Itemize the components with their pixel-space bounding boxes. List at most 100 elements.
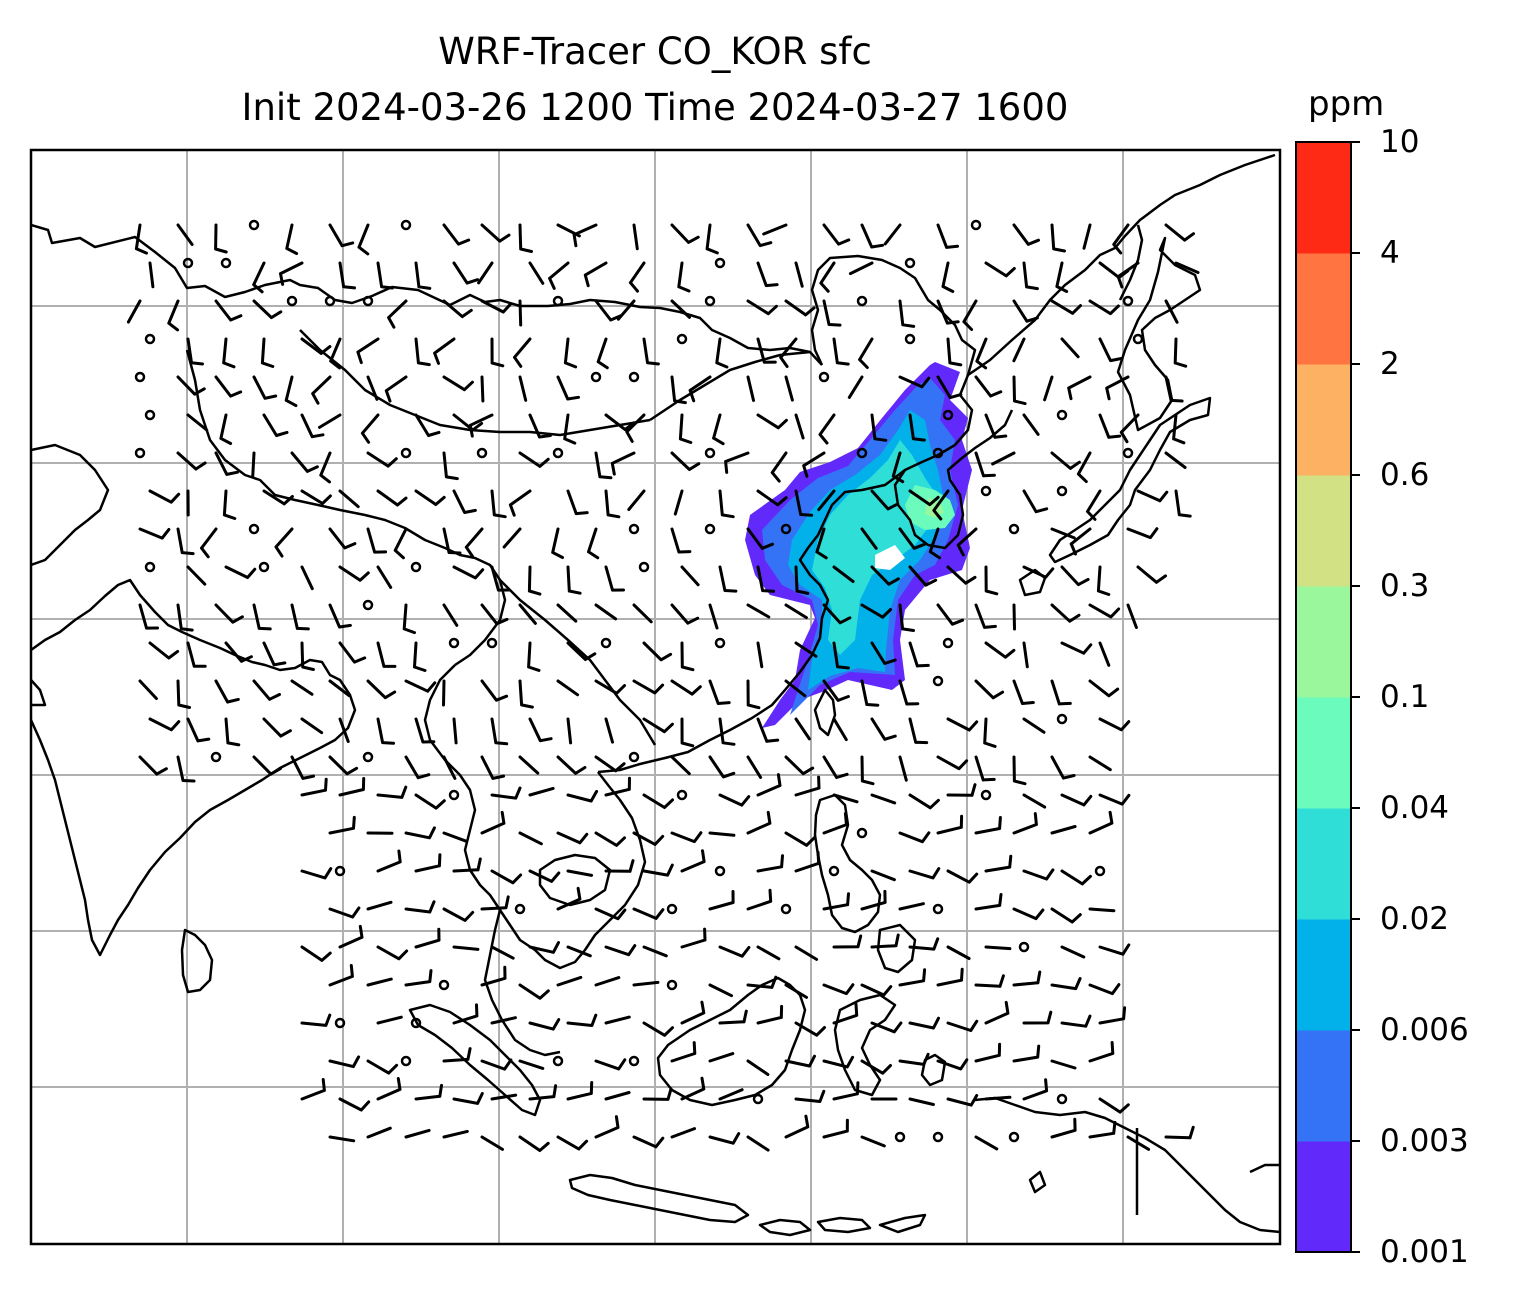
wind-barb — [625, 413, 646, 443]
wind-barb — [366, 375, 379, 401]
wind-barb — [285, 223, 299, 255]
wind-barb — [518, 451, 550, 468]
wind-barb — [252, 603, 272, 631]
wind-barb — [442, 603, 459, 627]
wind-barb — [148, 261, 155, 289]
wind-barb — [756, 641, 764, 669]
wind-barb — [594, 451, 613, 480]
wind-barb — [974, 451, 996, 478]
wind-barb — [328, 906, 361, 919]
wind-barb — [338, 1097, 371, 1112]
wind-barb — [822, 1055, 855, 1069]
calm-wind-marker — [714, 257, 726, 269]
calm-wind-marker — [894, 1131, 906, 1143]
wind-barb — [1164, 299, 1179, 324]
wind-barb — [366, 451, 398, 468]
colorbar-unit-label: ppm — [1308, 84, 1385, 124]
calm-wind-marker — [248, 523, 260, 535]
wind-barb — [452, 945, 480, 951]
wind-barb — [262, 489, 294, 506]
wind-barb — [328, 1135, 356, 1143]
wind-barb — [822, 812, 848, 835]
wind-barb — [604, 944, 637, 957]
wind-barb — [1067, 375, 1092, 401]
wind-barb — [718, 945, 751, 958]
wind-barb — [822, 679, 850, 702]
wind-barb — [794, 850, 821, 873]
wind-barb — [1022, 489, 1049, 514]
wind-barb — [490, 565, 511, 592]
colorbar-band — [1296, 142, 1351, 254]
wind-barb — [946, 565, 977, 585]
wind-barb — [946, 1019, 979, 1032]
colorbar-tick-label: 0.04 — [1380, 790, 1450, 826]
colorbar-tick-label: 0.006 — [1380, 1012, 1469, 1048]
wind-barb — [134, 223, 148, 255]
calm-wind-marker — [1132, 333, 1144, 345]
wind-barb — [518, 983, 550, 1000]
wind-barb — [279, 261, 304, 286]
wind-barb — [784, 375, 794, 402]
wind-barb — [480, 895, 510, 911]
wind-barb — [138, 679, 158, 700]
wind-barb — [746, 375, 755, 402]
wind-barb — [936, 603, 965, 626]
wind-barb — [518, 755, 540, 775]
wind-barb — [328, 964, 354, 987]
wind-barb — [414, 793, 446, 810]
calm-wind-marker — [904, 333, 916, 345]
wind-barb — [384, 375, 408, 403]
wind-barb — [186, 337, 204, 366]
wind-barb — [366, 977, 393, 987]
wind-barb — [708, 1132, 741, 1145]
wind-barb — [870, 793, 897, 805]
calm-wind-marker — [980, 789, 992, 801]
wind-barb — [376, 261, 394, 290]
wind-barb — [527, 641, 541, 672]
wind-barb — [1012, 812, 1038, 835]
colorbar-tick-label: 0.02 — [1380, 901, 1450, 937]
wind-barb — [718, 793, 751, 807]
wind-barb — [1105, 375, 1130, 401]
wind-barb — [974, 755, 996, 782]
wind-barb — [290, 451, 319, 473]
calm-wind-marker — [400, 447, 412, 459]
calm-wind-marker — [1018, 941, 1030, 953]
wind-barb — [442, 223, 471, 246]
wind-barb — [1082, 223, 1092, 250]
wind-barb — [148, 717, 181, 732]
wind-barb — [1164, 451, 1187, 469]
wind-barb — [1174, 489, 1192, 518]
wind-barb — [746, 1135, 770, 1152]
wind-barb — [680, 641, 695, 672]
wind-barb — [632, 831, 665, 846]
wind-barb — [414, 717, 436, 744]
wind-barb — [290, 679, 314, 696]
wind-barb — [404, 826, 436, 840]
wind-barb — [860, 983, 893, 997]
wind-barb — [387, 299, 408, 329]
wind-barb — [632, 679, 665, 695]
wind-barb — [548, 261, 570, 290]
wind-barb — [200, 527, 218, 559]
wind-barb — [1069, 527, 1092, 556]
wind-barb — [404, 1128, 431, 1139]
wind-barb — [756, 337, 777, 364]
wind-barb — [1012, 970, 1042, 987]
colorbar-tick-label: 4 — [1380, 235, 1400, 271]
wind-barb — [1060, 1014, 1092, 1028]
wind-barb — [946, 869, 979, 884]
wind-barb — [1164, 1125, 1195, 1140]
calm-wind-marker — [1122, 447, 1134, 459]
wind-barb — [328, 679, 351, 698]
wind-barb — [357, 223, 370, 256]
wind-barb — [328, 755, 359, 776]
wind-barb — [214, 223, 228, 254]
wind-barb — [556, 886, 582, 911]
wind-barb — [252, 261, 266, 294]
wind-barb — [1012, 1044, 1041, 1063]
wind-barb — [518, 223, 533, 253]
wind-barb — [214, 679, 240, 704]
wind-barb — [414, 261, 432, 290]
wind-barb — [442, 299, 473, 319]
